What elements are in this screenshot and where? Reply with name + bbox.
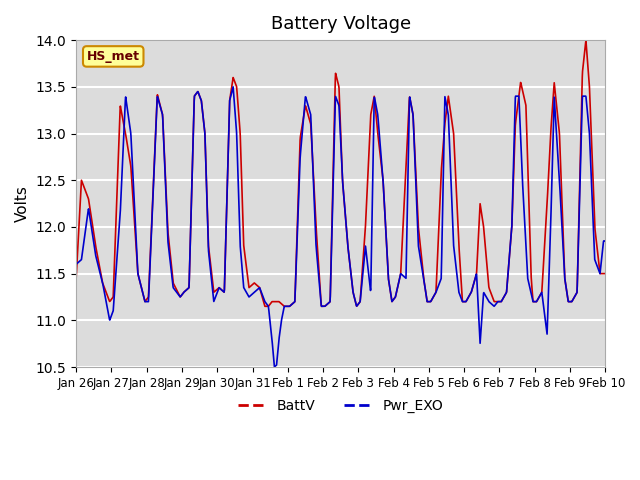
Pwr_EXO [587, 156, 595, 161]
BattV [316, 279, 324, 285]
Line: BattV: BattV [76, 41, 605, 306]
BattV [99, 281, 107, 287]
Y-axis label: Volts: Volts [15, 185, 30, 222]
Pwr_EXO [330, 150, 338, 156]
Line: Pwr_EXO: Pwr_EXO [76, 87, 605, 367]
Pwr_EXO [316, 288, 324, 293]
Pwr_EXO [72, 262, 80, 267]
Legend: BattV, Pwr_EXO: BattV, Pwr_EXO [233, 394, 449, 419]
Pwr_EXO [229, 84, 237, 90]
Pwr_EXO [99, 283, 107, 288]
BattV [489, 296, 497, 301]
Pwr_EXO [271, 364, 278, 370]
BattV [330, 144, 337, 150]
BattV [602, 271, 609, 276]
BattV [72, 276, 80, 281]
BattV [586, 105, 594, 110]
Text: HS_met: HS_met [87, 50, 140, 63]
Pwr_EXO [490, 303, 497, 309]
Pwr_EXO [602, 238, 609, 244]
BattV [587, 112, 595, 118]
Title: Battery Voltage: Battery Voltage [271, 15, 411, 33]
Pwr_EXO [586, 149, 594, 155]
BattV [261, 303, 269, 309]
BattV [582, 38, 590, 44]
